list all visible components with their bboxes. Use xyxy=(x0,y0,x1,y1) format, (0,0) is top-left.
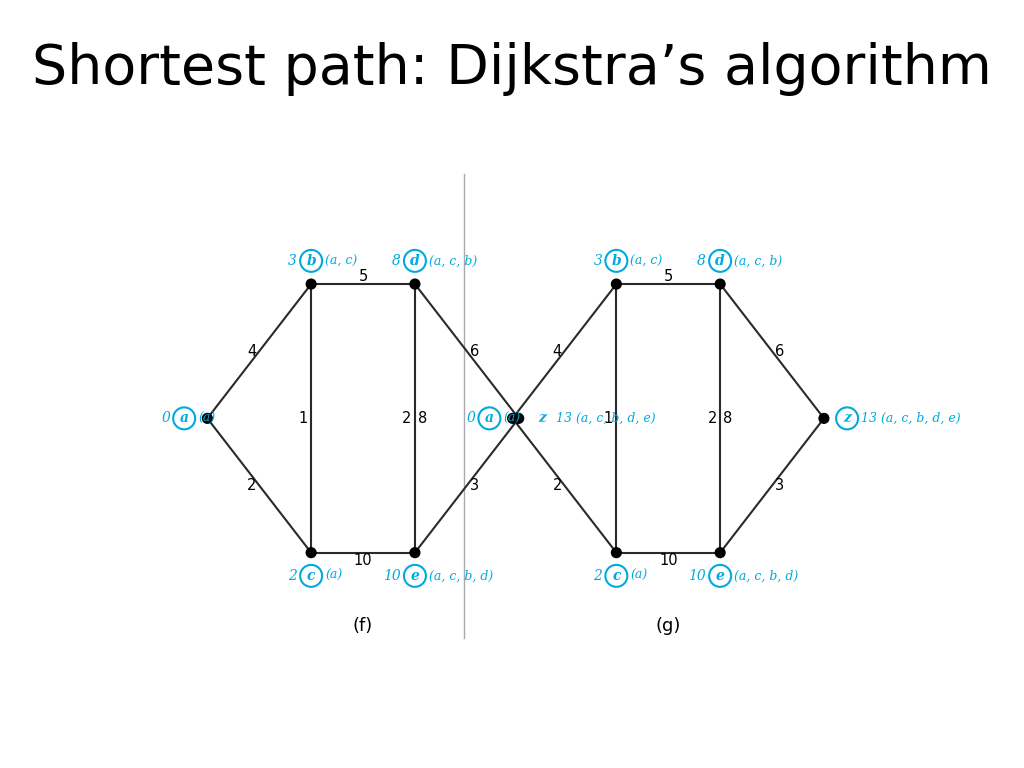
Text: b: b xyxy=(306,254,316,268)
Text: 4: 4 xyxy=(248,344,257,359)
Text: Shortest path: Dijkstra’s algorithm: Shortest path: Dijkstra’s algorithm xyxy=(32,42,992,96)
Text: e: e xyxy=(716,569,725,583)
Text: 10: 10 xyxy=(659,553,678,568)
Text: 1: 1 xyxy=(298,411,307,426)
Circle shape xyxy=(508,413,517,423)
Text: (a, c): (a, c) xyxy=(631,254,663,267)
Text: a: a xyxy=(179,412,188,425)
Circle shape xyxy=(715,548,725,558)
Circle shape xyxy=(611,280,622,289)
Text: 8: 8 xyxy=(697,254,707,268)
Text: (a, c, b): (a, c, b) xyxy=(734,254,782,267)
Text: a: a xyxy=(485,412,494,425)
Text: 2: 2 xyxy=(247,478,257,493)
Text: 0: 0 xyxy=(161,412,170,425)
Text: 3: 3 xyxy=(470,478,478,493)
Text: (a): (a) xyxy=(631,569,647,582)
Text: (a, c, b, d): (a, c, b, d) xyxy=(734,569,799,582)
Text: d: d xyxy=(716,254,725,268)
Circle shape xyxy=(514,413,523,423)
Circle shape xyxy=(306,548,316,558)
Text: 6: 6 xyxy=(775,344,784,359)
Text: 2: 2 xyxy=(402,411,412,426)
Text: 3: 3 xyxy=(775,478,784,493)
Text: 2: 2 xyxy=(553,478,562,493)
Text: c: c xyxy=(612,569,621,583)
Text: 3: 3 xyxy=(288,254,297,268)
Text: (a): (a) xyxy=(326,569,342,582)
Circle shape xyxy=(203,413,212,423)
Text: (a, c, b): (a, c, b) xyxy=(429,254,477,267)
Text: 10: 10 xyxy=(383,569,400,583)
Text: 0: 0 xyxy=(467,412,475,425)
Text: 6: 6 xyxy=(470,344,479,359)
Text: 5: 5 xyxy=(358,270,368,284)
Text: (f): (f) xyxy=(353,617,373,635)
Text: 2: 2 xyxy=(708,411,717,426)
Circle shape xyxy=(410,548,420,558)
Text: 8: 8 xyxy=(724,411,733,426)
Text: 2: 2 xyxy=(288,569,297,583)
Text: 1: 1 xyxy=(603,411,612,426)
Circle shape xyxy=(306,280,316,289)
Text: z: z xyxy=(538,412,546,425)
Circle shape xyxy=(611,548,622,558)
Text: z: z xyxy=(843,412,851,425)
Text: 8: 8 xyxy=(392,254,400,268)
Text: 4: 4 xyxy=(553,344,562,359)
Circle shape xyxy=(410,280,420,289)
Text: (g): (g) xyxy=(655,617,681,635)
Text: 13 (a, c, b, d, e): 13 (a, c, b, d, e) xyxy=(861,412,961,425)
Text: b: b xyxy=(611,254,622,268)
Text: 2: 2 xyxy=(594,569,602,583)
Text: (a): (a) xyxy=(504,412,520,425)
Text: 8: 8 xyxy=(418,411,427,426)
Text: 5: 5 xyxy=(664,270,673,284)
Text: 3: 3 xyxy=(594,254,602,268)
Text: 10: 10 xyxy=(353,553,373,568)
Text: 13 (a, c, b, d, e): 13 (a, c, b, d, e) xyxy=(556,412,655,425)
Text: (a, c, b, d): (a, c, b, d) xyxy=(429,569,494,582)
Text: c: c xyxy=(307,569,315,583)
Circle shape xyxy=(819,413,828,423)
Text: e: e xyxy=(411,569,420,583)
Text: 10: 10 xyxy=(688,569,707,583)
Circle shape xyxy=(715,280,725,289)
Text: (a, c): (a, c) xyxy=(326,254,357,267)
Text: d: d xyxy=(410,254,420,268)
Text: (a): (a) xyxy=(199,412,215,425)
